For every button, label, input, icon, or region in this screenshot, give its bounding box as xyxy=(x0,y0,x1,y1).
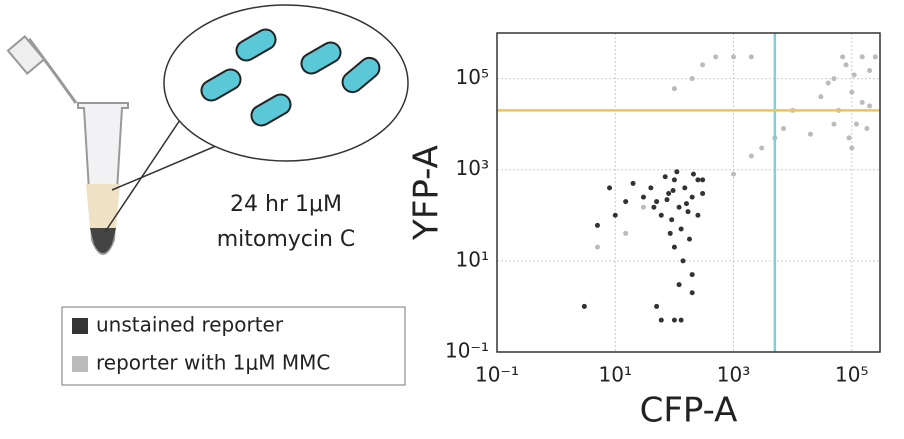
point xyxy=(689,194,695,200)
point xyxy=(689,272,695,278)
point xyxy=(658,212,664,218)
point xyxy=(689,76,695,82)
legend-label: unstained reporter xyxy=(96,313,284,337)
point xyxy=(678,226,684,232)
point xyxy=(867,103,873,109)
point xyxy=(654,303,660,309)
point xyxy=(640,194,646,200)
point xyxy=(849,89,855,95)
point xyxy=(682,185,688,191)
point xyxy=(695,177,701,183)
point xyxy=(840,54,846,60)
point xyxy=(831,121,837,127)
point xyxy=(671,244,677,250)
point xyxy=(818,94,824,100)
y-tick-label: 10¹ xyxy=(456,247,489,271)
point xyxy=(859,54,865,60)
point xyxy=(648,185,654,191)
caption-line: mitomycin C xyxy=(217,227,356,252)
bacteria xyxy=(200,28,381,127)
point xyxy=(700,62,706,68)
point xyxy=(581,303,587,309)
y-tick-label: 10⁻¹ xyxy=(445,339,489,363)
point xyxy=(676,204,682,210)
point xyxy=(612,212,618,218)
point xyxy=(831,76,837,82)
point xyxy=(700,191,706,197)
point xyxy=(678,317,684,323)
point xyxy=(680,258,686,264)
point xyxy=(623,230,629,236)
point xyxy=(686,236,692,242)
point xyxy=(667,230,673,236)
point xyxy=(859,99,865,105)
point xyxy=(759,145,765,151)
point xyxy=(690,171,696,177)
point xyxy=(748,54,754,60)
point xyxy=(651,204,657,210)
legend-swatch xyxy=(72,356,88,372)
point xyxy=(700,177,706,183)
point xyxy=(807,131,813,137)
point xyxy=(748,153,754,159)
point xyxy=(658,317,664,323)
point xyxy=(843,62,849,68)
x-tick-label: 10¹ xyxy=(599,363,632,387)
x-tick-label: 10⁻¹ xyxy=(475,363,519,387)
point xyxy=(731,54,737,60)
point xyxy=(695,212,701,218)
x-axis-label: CFP-A xyxy=(640,391,738,431)
point xyxy=(872,54,878,60)
point xyxy=(849,145,855,151)
point xyxy=(607,185,613,191)
caption-line: 24 hr 1μM xyxy=(230,192,342,217)
point xyxy=(780,126,786,132)
x-tick-label: 10⁵ xyxy=(835,363,868,387)
legend-swatch xyxy=(72,318,88,334)
legend xyxy=(61,306,406,386)
point xyxy=(623,199,629,205)
x-tick-label: 10³ xyxy=(717,363,750,387)
point xyxy=(670,187,676,193)
point xyxy=(713,54,719,60)
point xyxy=(664,197,670,203)
point xyxy=(630,180,636,186)
point xyxy=(864,126,870,132)
legend-label: reporter with 1μM MMC xyxy=(96,351,330,375)
point xyxy=(666,191,672,197)
plot-frame xyxy=(496,32,881,353)
point xyxy=(662,174,668,180)
tube-illustration xyxy=(6,35,231,255)
point xyxy=(853,121,859,127)
zoom-bubble xyxy=(163,4,409,162)
point xyxy=(654,199,660,205)
point xyxy=(671,317,677,323)
point xyxy=(867,68,873,74)
plot-area xyxy=(497,33,880,352)
point xyxy=(676,282,682,288)
point xyxy=(685,209,691,215)
point xyxy=(851,72,857,78)
point xyxy=(674,169,680,175)
point xyxy=(731,171,737,177)
point xyxy=(671,86,677,92)
y-axis-label: YFP-A xyxy=(407,145,447,241)
point xyxy=(594,244,600,250)
y-tick-label: 10⁵ xyxy=(456,65,489,89)
point xyxy=(640,204,646,210)
point xyxy=(689,290,695,296)
point xyxy=(594,222,600,228)
point xyxy=(825,80,831,86)
point xyxy=(846,135,852,141)
y-tick-label: 10³ xyxy=(456,156,489,180)
point xyxy=(683,201,689,207)
point xyxy=(671,177,677,183)
point xyxy=(669,217,675,223)
